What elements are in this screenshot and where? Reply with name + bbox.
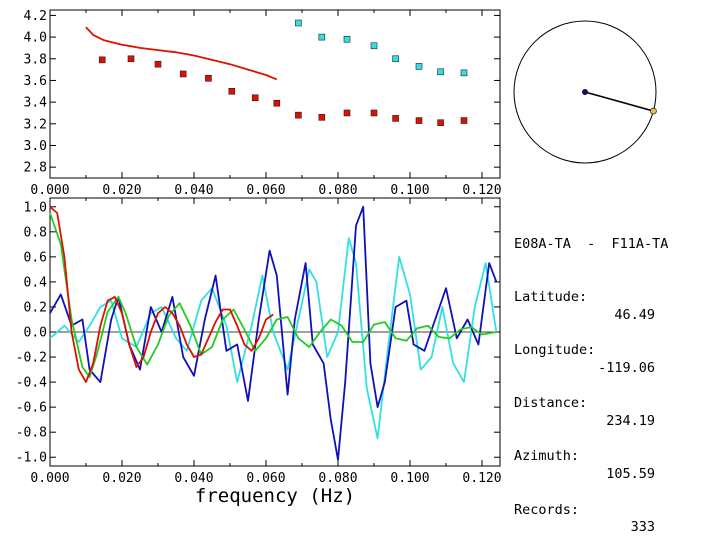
top-ytick-label: 3.6 (24, 74, 47, 89)
bottom-xtick-label: 0.100 (390, 471, 429, 486)
x-axis-title: frequency (Hz) (195, 485, 355, 507)
bottom-ytick-label: -0.8 (16, 426, 47, 441)
top-ytick-label: 3.4 (24, 96, 48, 111)
latitude-row: Latitude: 46.49 (514, 272, 699, 323)
bottom-xtick-label: 0.120 (462, 471, 501, 486)
bottom-ytick-label: 1.0 (24, 200, 47, 215)
bottom-ytick-label: 0.0 (24, 326, 47, 341)
top-ytick-label: 4.0 (24, 31, 47, 46)
red-marker (415, 117, 423, 124)
longitude-row: Longitude: -119.06 (514, 325, 699, 376)
top-xtick-label: 0.120 (462, 183, 501, 198)
station-info: E08A-TA - F11A-TA Latitude: 46.49 Longit… (514, 183, 699, 536)
top-xtick-label: 0.060 (246, 183, 285, 198)
bottom-ytick-label: -0.2 (16, 351, 47, 366)
bottom-xtick-label: 0.060 (246, 471, 285, 486)
distance-label: Distance: (514, 395, 588, 412)
red-marker (295, 111, 302, 119)
distance-value: 234.19 (606, 413, 655, 430)
station-pair: E08A-TA - F11A-TA (514, 218, 699, 252)
top-xtick-label: 0.080 (318, 183, 357, 198)
top-xtick-label: 0.020 (102, 183, 141, 198)
cyan-marker (415, 63, 423, 70)
red-marker (127, 55, 135, 63)
bottom-ytick-label: 0.6 (24, 250, 47, 265)
red-marker (343, 109, 351, 117)
azimuth-label: Azimuth: (514, 448, 580, 465)
top-xtick-label: 0.000 (30, 183, 69, 198)
red-marker (392, 115, 399, 122)
red-waveform (49, 206, 274, 384)
correlation-panel: 0.000 0.020 0.040 0.060 0.080 0.100 0.120 1.0 0.… (16, 197, 502, 507)
azimuth-row: Azimuth: 105.59 (514, 431, 699, 482)
station-pair-label: E08A-TA - F11A-TA (514, 236, 669, 253)
records-label: Records: (514, 501, 580, 518)
records-value: 333 (630, 519, 655, 536)
figure: 0.000 0.020 0.040 0.060 0.080 0.100 0.120 2.8 3.… (16, 9, 657, 507)
red-marker (460, 117, 468, 124)
cyan-marker (437, 68, 444, 76)
red-marker (179, 70, 187, 78)
top-ytick-label: 3.2 (24, 117, 47, 132)
red-dispersion-curve (85, 26, 278, 81)
cyan-marker (370, 42, 378, 50)
latitude-value: 46.49 (614, 306, 655, 323)
top-ytick-label: 3.0 (24, 139, 47, 154)
bottom-ytick-label: -0.6 (16, 401, 47, 416)
azimuth-value: 105.59 (606, 466, 655, 483)
top-xtick-label: 0.040 (174, 183, 213, 198)
bottom-ytick-label: 0.4 (24, 275, 48, 290)
bottom-xtick-label: 0.020 (102, 471, 141, 486)
bottom-xtick-label: 0.040 (174, 471, 213, 486)
longitude-value: -119.06 (598, 360, 655, 376)
bottom-ytick-label: 0.8 (24, 225, 47, 240)
red-marker (273, 99, 281, 107)
red-marker (205, 74, 212, 82)
distance-row: Distance: 234.19 (514, 378, 699, 429)
bottom-xtick-label: 0.080 (318, 471, 357, 486)
cyan-marker (392, 55, 399, 63)
bottom-ytick-label: 0.2 (24, 300, 47, 315)
cyan-marker (318, 33, 326, 41)
cyan-marker (295, 19, 302, 27)
azimuth-line (584, 91, 654, 112)
bottom-ytick-label: -0.4 (16, 376, 47, 391)
red-marker (98, 56, 106, 64)
longitude-label: Longitude: (514, 342, 596, 359)
velocity-panel: 0.000 0.020 0.040 0.060 0.080 0.100 0.120 2.8 3.… (24, 9, 502, 198)
azimuth-map (513, 20, 657, 164)
bottom-xtick-label: 0.000 (30, 471, 69, 486)
top-ytick-label: 2.8 (24, 161, 47, 176)
bottom-ytick-label: -1.0 (16, 451, 47, 466)
red-marker (154, 60, 162, 68)
top-frame (49, 9, 501, 179)
cyan-marker (460, 69, 468, 77)
red-marker (251, 94, 259, 102)
red-marker (318, 114, 326, 121)
latitude-label: Latitude: (514, 289, 588, 306)
red-marker (437, 119, 444, 127)
records-row: Records: 333 (514, 484, 699, 536)
station-b-marker (650, 107, 657, 115)
top-xtick-label: 0.100 (390, 183, 429, 198)
station-a-marker (582, 89, 588, 95)
top-ytick-label: 3.8 (24, 52, 47, 67)
red-marker (228, 87, 236, 95)
cyan-marker (343, 35, 351, 43)
top-ytick-label: 4.2 (24, 9, 47, 24)
red-marker (370, 109, 378, 117)
green-waveform (49, 212, 497, 379)
